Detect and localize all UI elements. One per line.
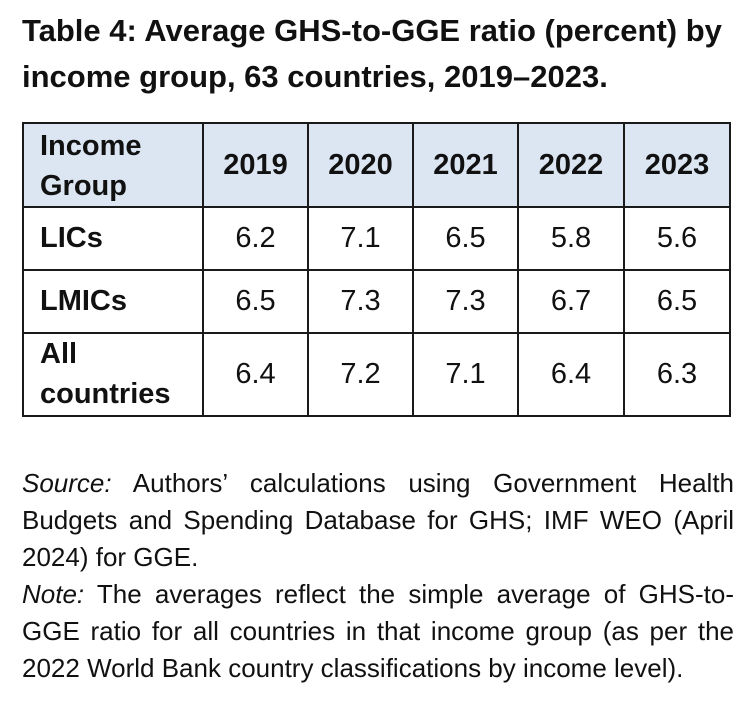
table-cell: 5.8 [517,206,625,271]
row-label: All countries [22,332,204,417]
corner-header: Income Group [22,122,204,208]
year-header: 2022 [517,122,625,208]
year-header: 2019 [202,122,309,208]
note-paragraph: Note: The averages reflect the simple av… [22,576,734,687]
table-cell: 7.3 [307,269,414,334]
table-cell: 6.5 [202,269,309,334]
year-header: 2023 [623,122,731,208]
source-label: Source: [22,468,112,498]
row-label: LICs [22,206,204,271]
year-header: 2021 [412,122,519,208]
header-row: Income Group 2019 2020 2021 2022 2023 [22,122,731,208]
row-label: LMICs [22,269,204,334]
table-cell: 7.1 [412,332,519,417]
table-row: LMICs 6.5 7.3 7.3 6.7 6.5 [22,269,731,334]
table-cell: 6.5 [412,206,519,271]
source-note: Source: Authors’ calculations using Gove… [22,465,734,576]
table-cell: 6.2 [202,206,309,271]
year-header: 2020 [307,122,414,208]
source-text: Authors’ calculations using Government H… [22,468,734,572]
table-title: Table 4: Average GHS-to-GGE ratio (perce… [22,13,722,94]
note-label: Note: [22,579,85,609]
note-text: The averages reflect the simple average … [22,579,734,683]
table-cell: 6.4 [517,332,625,417]
table-cell: 7.2 [307,332,414,417]
table-cell: 6.4 [202,332,309,417]
table-notes: Source: Authors’ calculations using Gove… [22,465,734,687]
table-row: LICs 6.2 7.1 6.5 5.8 5.6 [22,206,731,271]
table-cell: 6.5 [623,269,731,334]
table-cell: 7.1 [307,206,414,271]
table-cell: 6.3 [623,332,731,417]
table-cell: 5.6 [623,206,731,271]
data-table: Income Group 2019 2020 2021 2022 2023 LI… [22,122,731,417]
table-row: All countries 6.4 7.2 7.1 6.4 6.3 [22,332,731,417]
table-cell: 6.7 [517,269,625,334]
table-cell: 7.3 [412,269,519,334]
